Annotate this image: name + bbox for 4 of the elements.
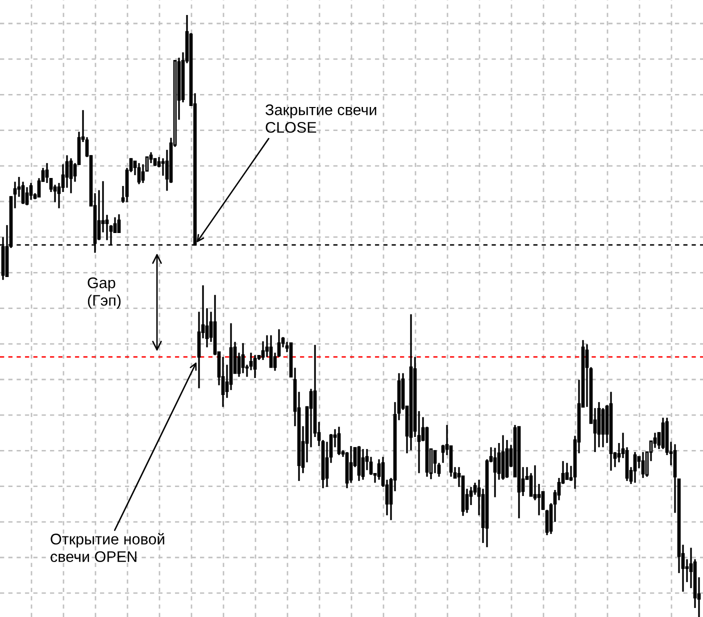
annotation: Закрытие свечи CLOSE: [266, 104, 376, 133]
annotation: Gap (Гэп): [88, 277, 121, 309]
annotation: Открытие новой свечи OPEN: [50, 533, 164, 562]
candlestick: [433, 450, 437, 474]
